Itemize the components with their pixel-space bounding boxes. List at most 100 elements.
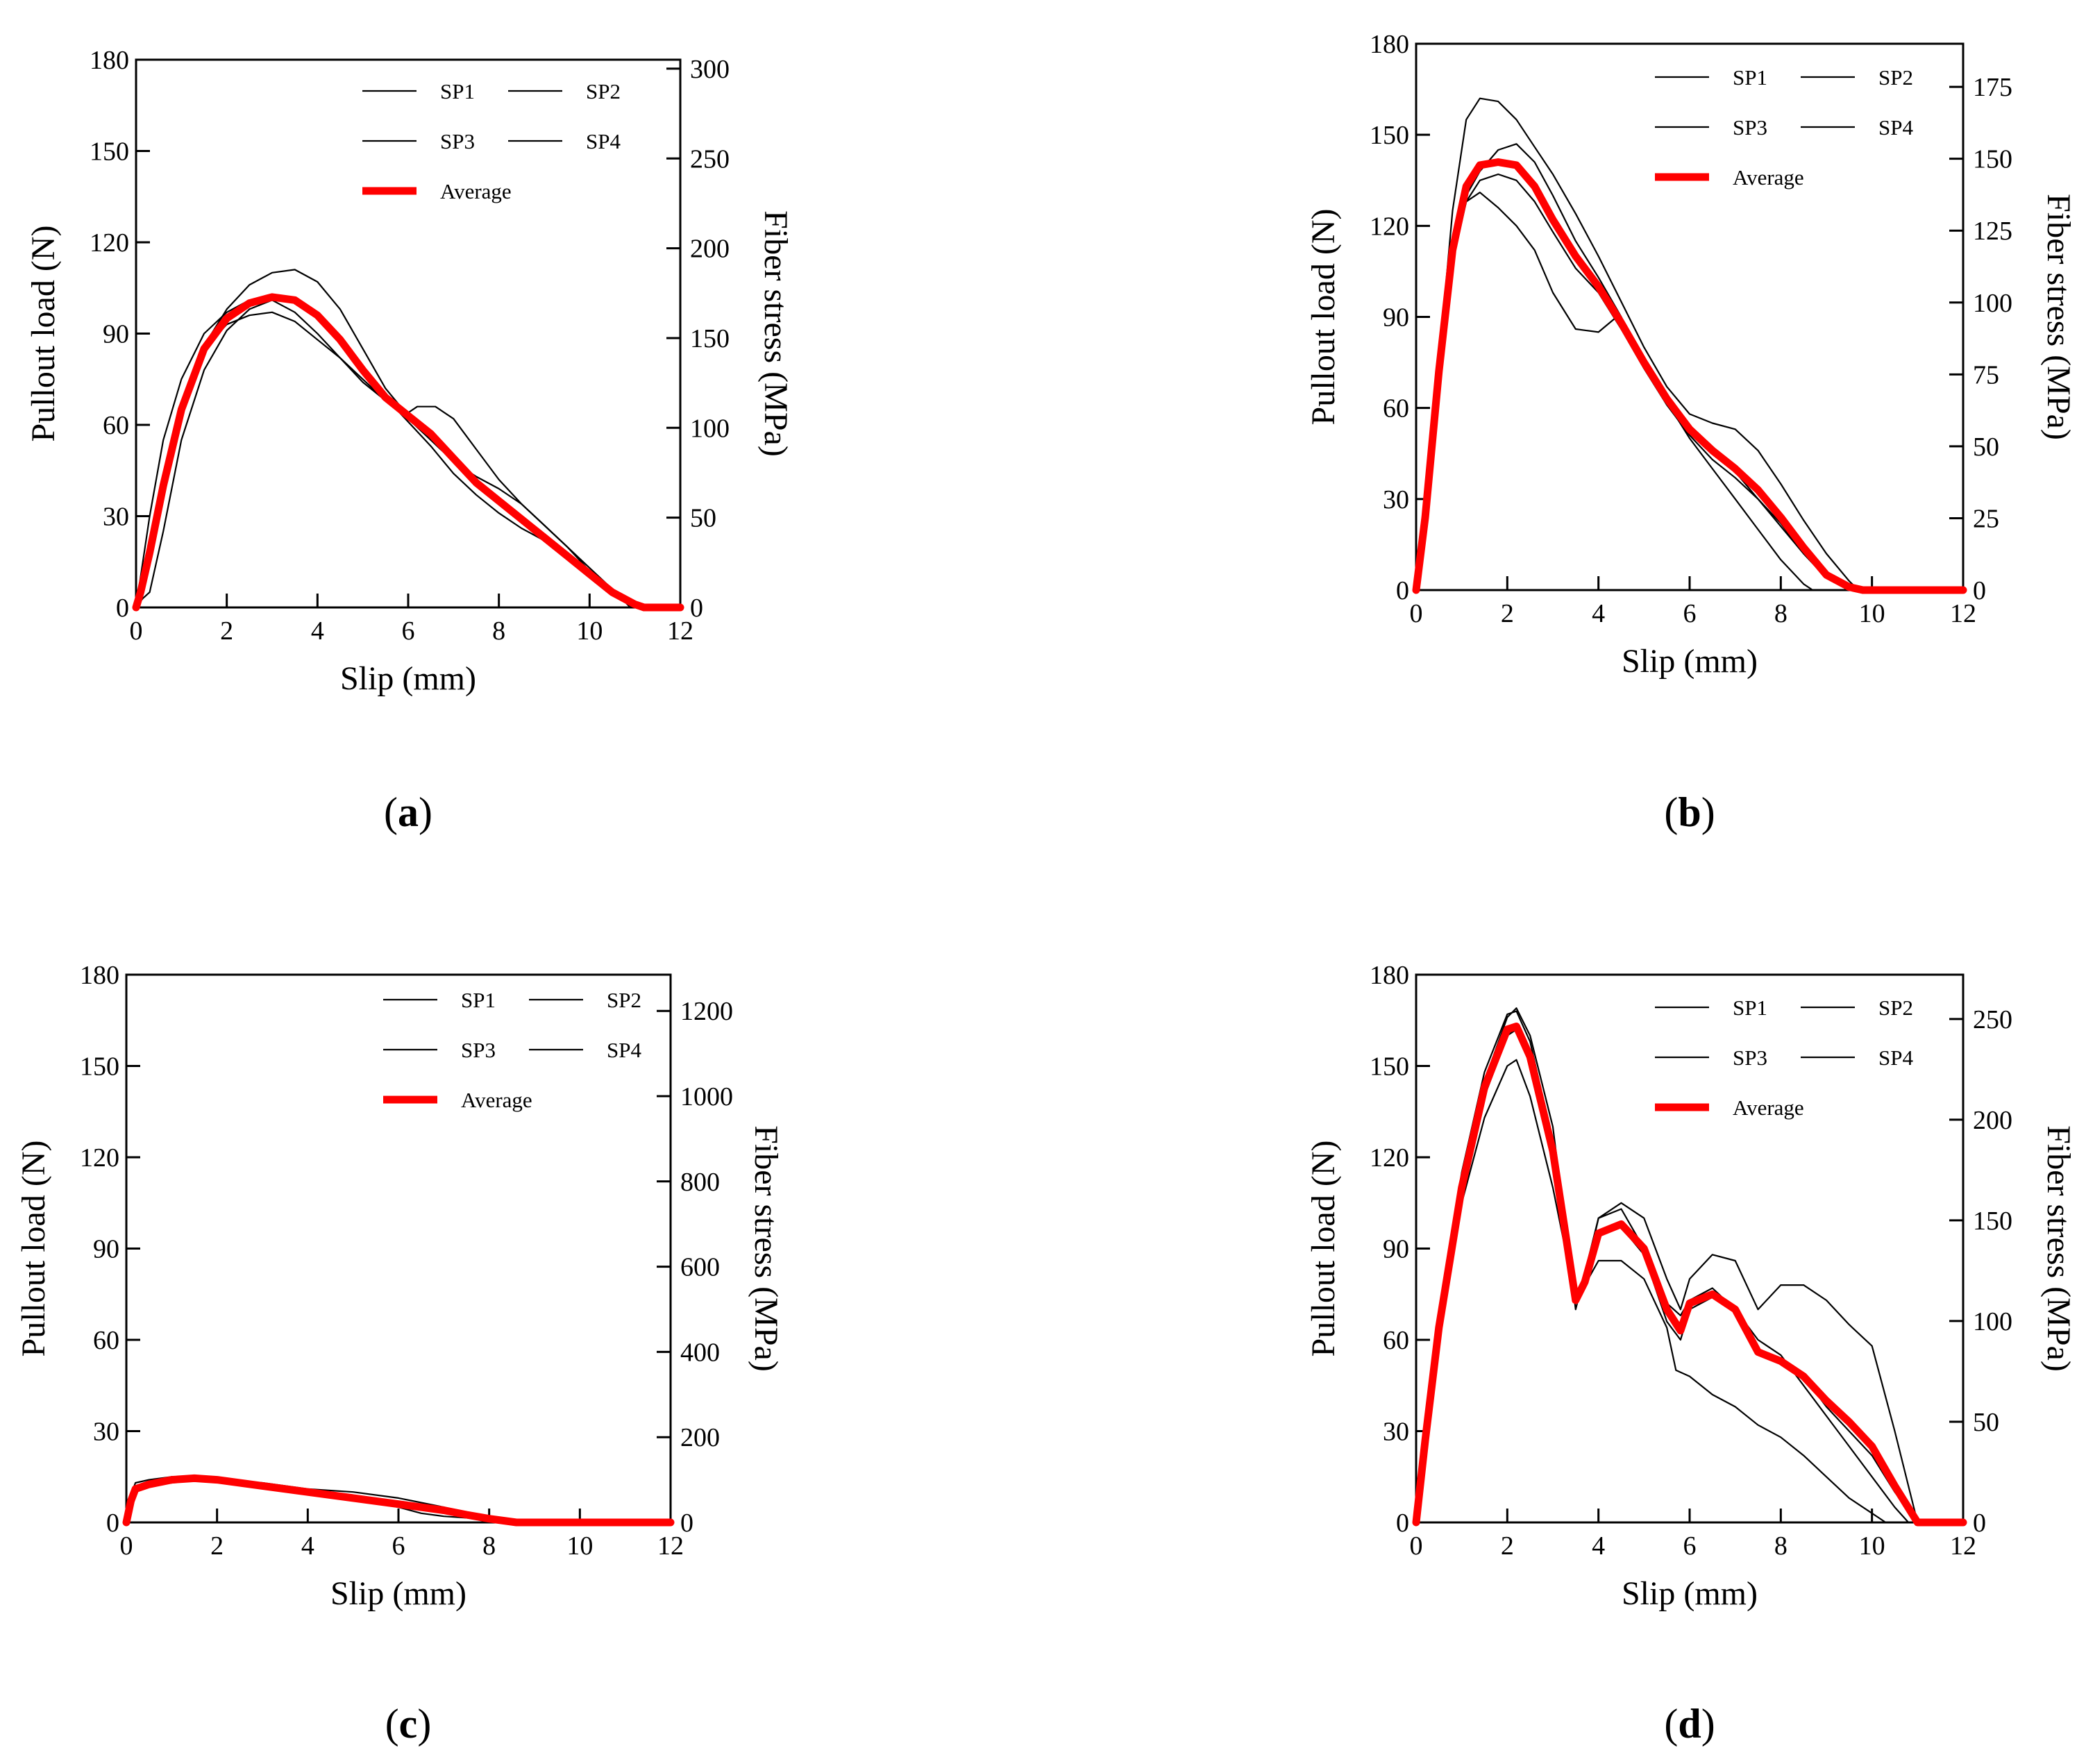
y2-tick-label: 50 xyxy=(1973,432,1999,462)
legend-label-sp2: SP2 xyxy=(1878,996,1913,1020)
x-tick-label: 2 xyxy=(1501,599,1514,628)
y-tick-label: 90 xyxy=(103,320,129,349)
x-axis-title: Slip (mm) xyxy=(340,660,476,697)
y-tick-label: 150 xyxy=(90,137,129,167)
y-tick-label: 90 xyxy=(93,1235,119,1264)
y2-tick-label: 800 xyxy=(680,1168,720,1197)
y-tick-label: 60 xyxy=(93,1326,119,1355)
x-tick-label: 2 xyxy=(210,1531,224,1561)
y2-tick-label: 300 xyxy=(690,55,730,84)
y2-tick-label: 1200 xyxy=(680,997,733,1026)
y2-tick-label: 250 xyxy=(1973,1005,2012,1034)
series-line-average xyxy=(122,1474,675,1527)
y-tick-label: 0 xyxy=(106,1509,119,1538)
y2-tick-label: 100 xyxy=(1973,1307,2012,1336)
x-tick-label: 6 xyxy=(1683,599,1697,628)
y-tick-label: 150 xyxy=(1370,1052,1409,1082)
legend-label-sp4: SP4 xyxy=(1878,115,1913,140)
y-tick-label: 120 xyxy=(1370,212,1409,241)
series-line-sp4 xyxy=(1415,1007,1919,1523)
x-tick-label: 10 xyxy=(1859,1531,1885,1561)
y2-tick-label: 0 xyxy=(1973,576,1986,605)
y-tick-label: 180 xyxy=(1370,30,1409,59)
legend-label-average: Average xyxy=(440,179,512,203)
legend-label-sp3: SP3 xyxy=(461,1038,496,1062)
legend-label-average: Average xyxy=(461,1088,532,1112)
y2-tick-label: 0 xyxy=(1973,1509,1986,1538)
x-tick-label: 10 xyxy=(1859,599,1885,628)
y-tick-label: 60 xyxy=(103,411,129,440)
panel-label: (c) xyxy=(385,1701,432,1747)
y-tick-label: 120 xyxy=(80,1143,119,1173)
legend-label-sp3: SP3 xyxy=(1733,115,1767,140)
legend-label-sp2: SP2 xyxy=(607,988,641,1012)
panel-letter: c xyxy=(399,1701,418,1747)
y-tick-label: 90 xyxy=(1383,303,1409,333)
y2-tick-label: 150 xyxy=(690,324,730,353)
y-tick-label: 30 xyxy=(93,1418,119,1447)
y2-tick-label: 25 xyxy=(1973,504,1999,533)
y-tick-label: 0 xyxy=(116,594,129,623)
y2-tick-label: 50 xyxy=(1973,1408,1999,1437)
x-tick-label: 6 xyxy=(392,1531,405,1561)
y-tick-label: 30 xyxy=(103,503,129,532)
x-tick-label: 12 xyxy=(667,616,693,646)
y2-tick-label: 250 xyxy=(690,144,730,174)
y2-tick-label: 50 xyxy=(690,504,716,533)
series-line-average xyxy=(1412,158,1967,594)
legend-label-sp3: SP3 xyxy=(440,129,475,153)
x-tick-label: 10 xyxy=(576,616,603,646)
legend-label-sp1: SP1 xyxy=(1733,996,1767,1020)
x-tick-label: 8 xyxy=(482,1531,496,1561)
plot-frame xyxy=(125,973,672,1524)
y-tick-label: 120 xyxy=(90,228,129,258)
panel-label: (d) xyxy=(1664,1701,1715,1747)
y2-axis-title: Fiber stress (MPa) xyxy=(748,1125,784,1372)
chart-panel-c: 0 2 4 6 8 10 120306090120150180020040060080010… xyxy=(15,961,784,1747)
x-tick-label: 2 xyxy=(1501,1531,1514,1561)
y2-tick-label: 0 xyxy=(680,1509,693,1538)
legend-label-sp1: SP1 xyxy=(1733,65,1767,90)
y2-tick-label: 0 xyxy=(690,594,703,623)
panel-letter: d xyxy=(1678,1701,1701,1747)
y-axis-title: Pullout load (N) xyxy=(1305,209,1342,426)
y-axis-title: Pullout load (N) xyxy=(1305,1141,1342,1357)
y2-tick-label: 200 xyxy=(1973,1106,2012,1135)
y2-tick-label: 75 xyxy=(1973,360,1999,389)
y2-axis-title: Fiber stress (MPa) xyxy=(2040,1125,2077,1372)
x-tick-label: 12 xyxy=(657,1531,684,1561)
x-tick-label: 0 xyxy=(130,616,143,646)
chart-panel-d: 0 2 4 6 8 10 120306090120150180050100150200250… xyxy=(1305,961,2077,1747)
x-axis-title: Slip (mm) xyxy=(1622,643,1758,680)
legend: SP1 SP2 SP3 SP4 Average xyxy=(1655,996,1913,1120)
x-axis-title: Slip (mm) xyxy=(1622,1575,1758,1612)
y-tick-label: 60 xyxy=(1383,1326,1409,1355)
x-tick-label: 8 xyxy=(492,616,505,646)
x-tick-label: 2 xyxy=(220,616,233,646)
x-axis-title: Slip (mm) xyxy=(330,1575,466,1612)
y-tick-label: 180 xyxy=(80,961,119,990)
series-line-sp2 xyxy=(1415,97,1859,591)
series-line-average xyxy=(132,293,684,612)
x-tick-label: 4 xyxy=(1592,1531,1605,1561)
series-line-sp1 xyxy=(1415,192,1813,591)
y2-tick-label: 200 xyxy=(680,1423,720,1452)
y-tick-label: 30 xyxy=(1383,485,1409,514)
series-line-sp3 xyxy=(135,299,631,608)
y-tick-label: 120 xyxy=(1370,1143,1409,1173)
x-tick-label: 6 xyxy=(1683,1531,1697,1561)
x-tick-label: 10 xyxy=(566,1531,593,1561)
y-tick-label: 30 xyxy=(1383,1418,1409,1447)
y2-tick-label: 600 xyxy=(680,1253,720,1282)
y2-tick-label: 125 xyxy=(1973,217,2012,246)
x-tick-label: 8 xyxy=(1774,599,1788,628)
y2-tick-label: 1000 xyxy=(680,1082,733,1111)
y-tick-label: 0 xyxy=(1396,1509,1409,1538)
legend-label-sp4: SP4 xyxy=(586,129,621,153)
y-tick-label: 60 xyxy=(1383,394,1409,423)
y2-axis-title: Fiber stress (MPa) xyxy=(757,210,794,457)
legend-label-average: Average xyxy=(1733,165,1804,190)
legend-label-sp4: SP4 xyxy=(1878,1045,1913,1070)
x-tick-label: 4 xyxy=(311,616,324,646)
series-line-sp1 xyxy=(1415,1059,1887,1523)
